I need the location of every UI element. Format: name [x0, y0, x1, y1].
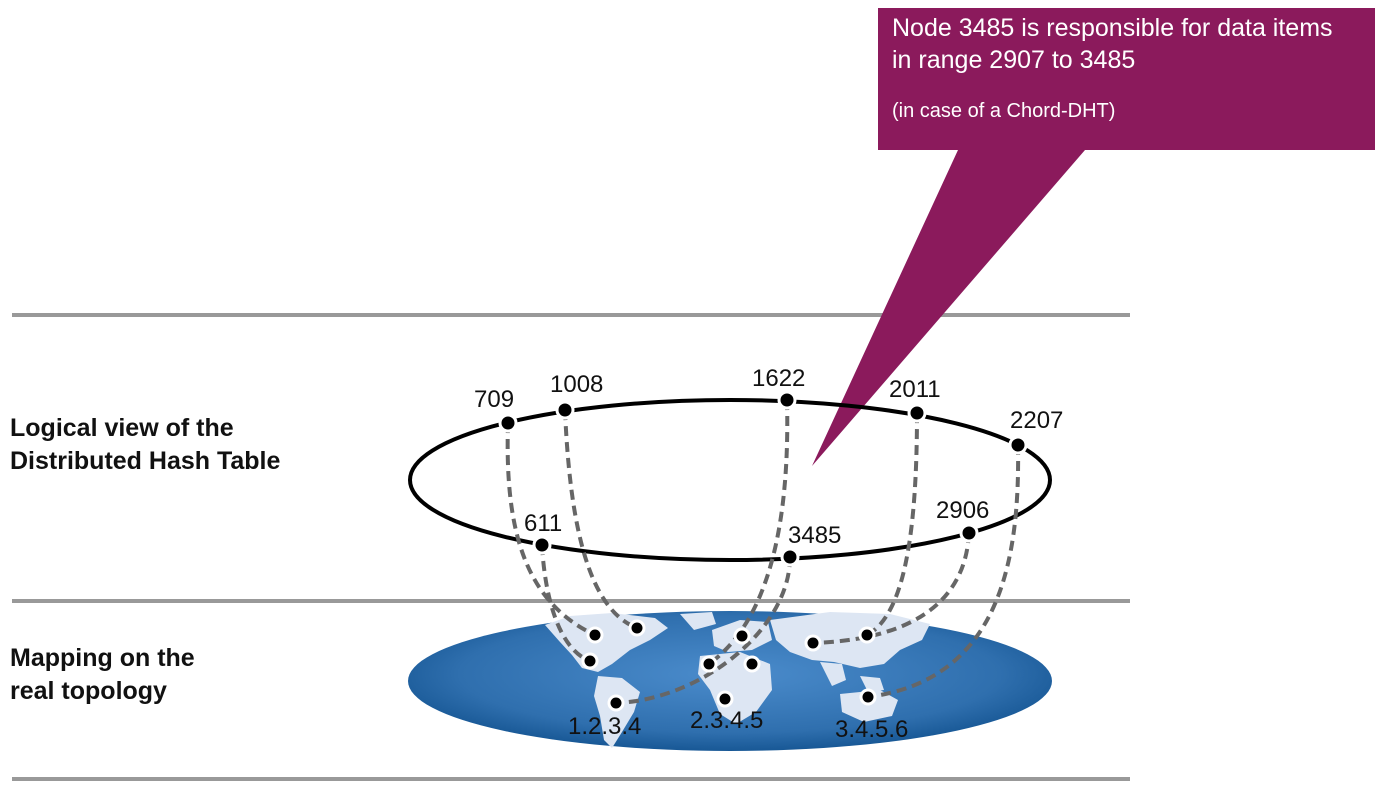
ring-node-1008	[557, 402, 573, 418]
ip-label-3: 3.4.5.6	[835, 716, 908, 743]
ring-label-2207: 2207	[1010, 407, 1063, 434]
mapping-label: Mapping on the real topology	[10, 642, 195, 708]
callout-note: (in case of a Chord-DHT)	[892, 98, 1352, 124]
ring-label-3485: 3485	[788, 522, 841, 549]
host-dot	[745, 657, 759, 671]
mapping-label-line1: Mapping on the	[10, 642, 195, 675]
logical-view-label: Logical view of the Distributed Hash Tab…	[10, 412, 280, 478]
callout-text: Node 3485 is responsible for data items …	[892, 12, 1352, 124]
logical-view-label-line1: Logical view of the	[10, 412, 280, 445]
host-dot	[861, 690, 875, 704]
host-dot	[583, 654, 597, 668]
logical-view-label-line2: Distributed Hash Table	[10, 445, 280, 478]
host-dot	[702, 657, 716, 671]
link-1008	[565, 410, 637, 628]
ring-label-1622: 1622	[752, 365, 805, 392]
ring-label-2906: 2906	[936, 497, 989, 524]
host-dot	[806, 636, 820, 650]
ring-label-611: 611	[524, 510, 562, 537]
ring-node-2011	[909, 405, 925, 421]
ring-node-2906	[961, 525, 977, 541]
callout-main-text: Node 3485 is responsible for data items …	[892, 12, 1352, 76]
ring-label-709: 709	[474, 386, 514, 413]
ring-label-1008: 1008	[550, 371, 603, 398]
host-dot	[860, 628, 874, 642]
host-dot	[718, 692, 732, 706]
ring-label-2011: 2011	[889, 376, 941, 403]
ip-label-1: 1.2.3.4	[568, 713, 641, 740]
host-dot	[630, 621, 644, 635]
ring-node-3485	[782, 549, 798, 565]
host-dot	[735, 629, 749, 643]
host-dot	[588, 628, 602, 642]
ring-node-1622	[779, 392, 795, 408]
ip-label-2: 2.3.4.5	[690, 707, 763, 734]
ring-node-2207	[1010, 437, 1026, 453]
mapping-label-line2: real topology	[10, 675, 195, 708]
ring-node-709	[500, 415, 516, 431]
host-dot	[609, 696, 623, 710]
ring-node-611	[534, 537, 550, 553]
